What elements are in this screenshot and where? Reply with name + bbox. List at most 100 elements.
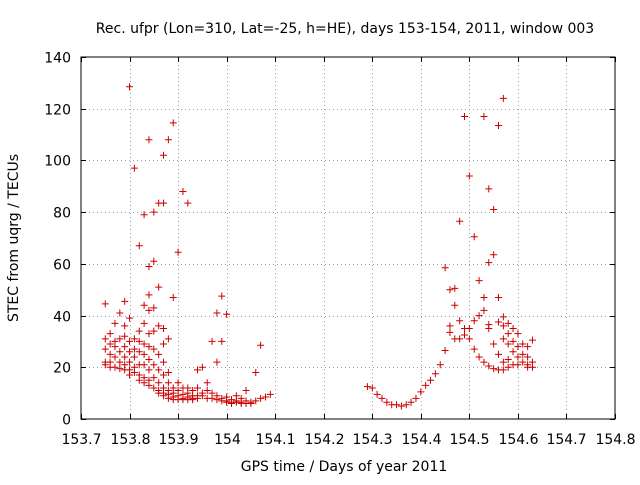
data-point [150, 361, 158, 369]
data-point [106, 340, 114, 348]
data-point [130, 345, 138, 353]
data-point [504, 330, 512, 338]
data-point [524, 343, 532, 351]
data-point [194, 384, 202, 392]
data-point [194, 366, 202, 374]
data-point [155, 366, 163, 374]
data-point [218, 337, 226, 345]
data-point [140, 301, 148, 309]
data-point [514, 330, 522, 338]
x-tick-label: 154.8 [595, 432, 635, 448]
data-point [135, 337, 143, 345]
data-point [499, 313, 507, 321]
data-point [145, 366, 153, 374]
data-point [509, 348, 517, 356]
data-point [247, 399, 255, 407]
data-point [111, 353, 119, 361]
data-point [116, 335, 124, 343]
data-point [130, 335, 138, 343]
data-point [494, 350, 502, 358]
data-point [101, 345, 109, 353]
grid [81, 57, 615, 419]
data-point [368, 384, 376, 392]
data-point [266, 390, 274, 398]
data-point [111, 363, 119, 371]
x-tick-label: 154.7 [546, 432, 586, 448]
data-point [490, 340, 498, 348]
data-point [130, 164, 138, 172]
y-tick-label: 100 [44, 154, 71, 170]
data-point [480, 306, 488, 314]
x-tick-labels: 153.7 153.8 153.9 154 154.1 154.2 154.3 154.4 15… [61, 432, 635, 448]
data-point [140, 361, 148, 369]
data-point [101, 300, 109, 308]
x-tick-label: 154.4 [401, 432, 441, 448]
data-point [499, 322, 507, 330]
data-point [252, 368, 260, 376]
data-point [456, 317, 464, 325]
data-point [514, 343, 522, 351]
y-tick-label: 140 [44, 51, 71, 67]
data-point [179, 187, 187, 195]
y-tick-label: 20 [53, 361, 71, 377]
data-point [504, 363, 512, 371]
data-point [465, 335, 473, 343]
data-point [378, 394, 386, 402]
data-point [257, 341, 265, 349]
x-tick-label: 154.6 [498, 432, 538, 448]
data-point [519, 340, 527, 348]
data-point [223, 310, 231, 318]
data-point [140, 340, 148, 348]
data-point [160, 371, 168, 379]
data-point [514, 361, 522, 369]
data-point [135, 376, 143, 384]
data-point [194, 394, 202, 402]
data-point [150, 374, 158, 382]
data-point [261, 393, 269, 401]
data-point [164, 136, 172, 144]
data-point [402, 401, 410, 409]
data-point [528, 363, 536, 371]
data-point [160, 199, 168, 207]
data-point [111, 319, 119, 327]
data-point [383, 398, 391, 406]
data-point [465, 325, 473, 332]
data-point [397, 402, 405, 410]
y-tick-labels: 0 20 40 60 80 100 120 140 [44, 51, 71, 429]
data-point [145, 381, 153, 389]
data-point [121, 353, 129, 361]
data-point [198, 392, 206, 400]
data-point [130, 353, 138, 361]
data-point [242, 387, 250, 395]
data-point [485, 185, 493, 193]
data-point [160, 325, 168, 332]
data-point [116, 358, 124, 366]
data-point [126, 83, 134, 91]
x-tick-label: 154.5 [449, 432, 489, 448]
data-point [252, 397, 260, 405]
y-tick-label: 40 [53, 310, 71, 326]
data-point [213, 396, 221, 404]
data-point [422, 381, 430, 389]
data-point [480, 112, 488, 120]
y-axis-label: STEC from uqrg / TECUs [6, 154, 22, 322]
data-point [198, 363, 206, 371]
data-point [499, 366, 507, 374]
data-point [446, 322, 454, 330]
x-tick-label: 153.7 [61, 432, 101, 448]
data-point [135, 327, 143, 335]
data-point [494, 122, 502, 130]
data-point [126, 358, 134, 366]
data-point [140, 319, 148, 327]
data-point [160, 340, 168, 348]
x-tick-label: 153.9 [158, 432, 198, 448]
data-point [519, 358, 527, 366]
data-point [456, 217, 464, 225]
data-point [475, 277, 483, 285]
data-point [412, 394, 420, 402]
data-point [509, 337, 517, 345]
data-point [485, 259, 493, 267]
data-point [164, 394, 172, 402]
